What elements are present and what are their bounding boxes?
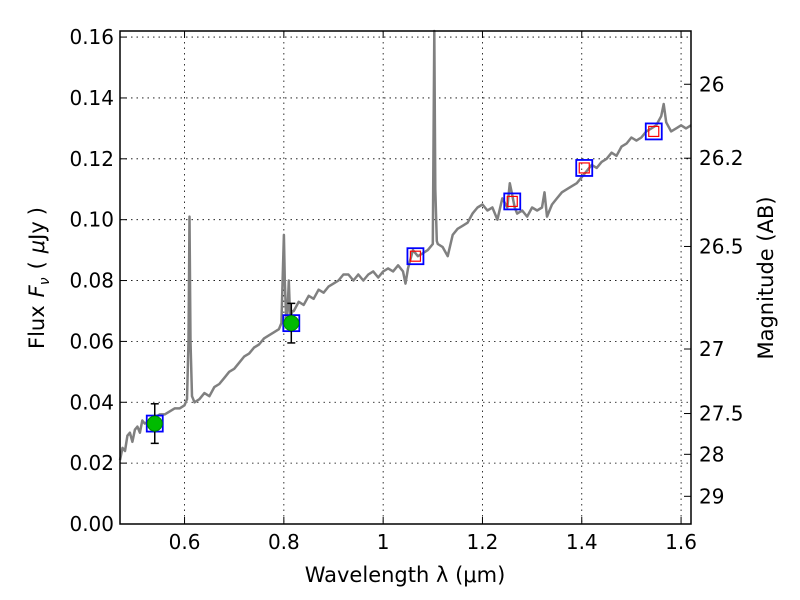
y2-tick-label: 26.5 xyxy=(699,234,744,258)
x-tick-label: 0.6 xyxy=(169,530,201,554)
x-axis-title: Wavelength λ (μm) xyxy=(305,563,506,587)
spectrum-line xyxy=(118,29,692,461)
y2-tick-label: 26.2 xyxy=(699,146,744,170)
model-square-blue xyxy=(406,247,425,266)
y-tick-labels: 0.00 0.02 0.04 0.06 0.08 0.10 0.12 0.14 0.16 xyxy=(69,25,114,536)
y2-tick-label: 27.5 xyxy=(699,402,744,426)
y-axis-title-mu: μ xyxy=(25,240,49,254)
x-tick-label: 1.6 xyxy=(665,530,697,554)
y2-axis-title: Magnitude (AB) xyxy=(754,196,778,359)
observed-point xyxy=(146,415,163,432)
y-tick-label: 0.16 xyxy=(69,25,114,49)
y-tick-label: 0.02 xyxy=(69,451,114,475)
marker-layer xyxy=(145,122,663,445)
y-axis-title-open: ( xyxy=(25,261,49,269)
x-tick-label: 1 xyxy=(377,530,390,554)
spectrum-layer xyxy=(118,29,692,461)
y-tick-label: 0.10 xyxy=(69,208,114,232)
y-axis-title-unit: Jy xyxy=(25,221,49,242)
model-square-red xyxy=(506,195,518,208)
y-axis-title-close: ) xyxy=(25,207,49,215)
x-tick-label: 0.8 xyxy=(268,530,300,554)
model-square-blue xyxy=(575,159,594,177)
y-axis-title-subscript: ν xyxy=(37,277,53,285)
y-axis-title: Flux Fν ( μJy) xyxy=(25,207,53,349)
x-tick-labels: 0.6 0.8 1 1.2 1.4 1.6 xyxy=(169,530,697,554)
y-axis-title-symbol: F xyxy=(25,284,49,297)
model-square-red xyxy=(648,125,660,138)
y2-tick-label: 29 xyxy=(699,484,724,508)
y2-tick-label: 27 xyxy=(699,337,724,361)
y-tick-label: 0.08 xyxy=(69,269,114,293)
model-square-blue xyxy=(644,122,663,141)
y-tick-label: 0.06 xyxy=(69,329,114,353)
plot-frame xyxy=(119,30,692,525)
x-tick-label: 1.4 xyxy=(566,530,598,554)
y-tick-label: 0.12 xyxy=(69,147,114,171)
y2-tick-label: 26 xyxy=(699,72,724,96)
y2-tick-label: 28 xyxy=(699,442,724,466)
model-square-red xyxy=(578,162,590,174)
model-square-red xyxy=(409,250,422,262)
y-tick-label: 0.14 xyxy=(69,86,114,110)
observed-point xyxy=(283,315,300,332)
model-square-blue xyxy=(503,192,522,211)
y2-tick-labels: 26 26.2 26.5 27 27.5 28 29 xyxy=(699,72,744,508)
y-tick-label: 0.00 xyxy=(69,512,114,536)
x-tick-label: 1.2 xyxy=(467,530,499,554)
tick-marks xyxy=(120,31,691,525)
y-tick-label: 0.04 xyxy=(69,390,114,414)
y-axis-title-prefix: Flux xyxy=(25,305,49,349)
